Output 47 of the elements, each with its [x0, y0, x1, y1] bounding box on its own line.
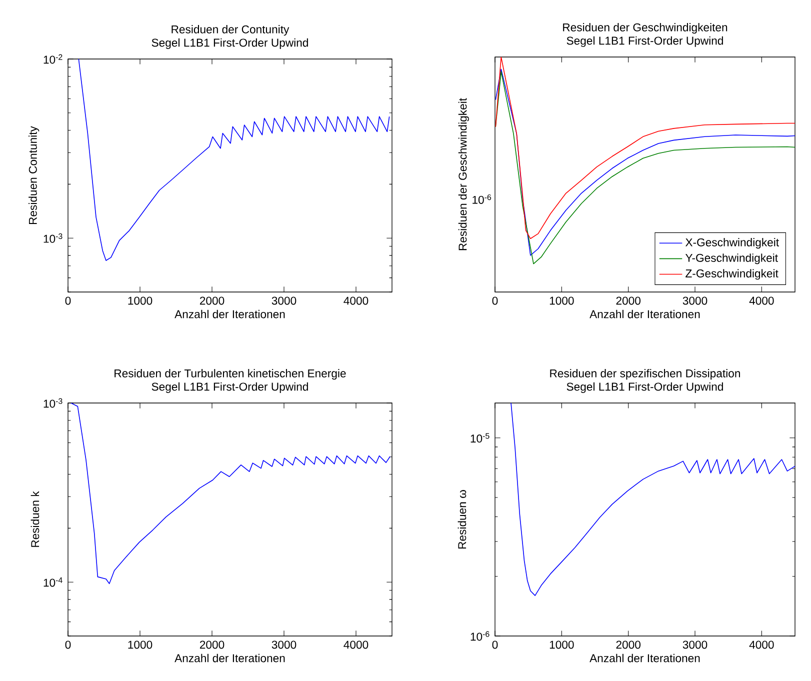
x-tick-label: 3000 [682, 640, 708, 649]
y-tick-label: 10$^{-3}$ [44, 233, 62, 243]
x-tick-label: 3000 [272, 296, 296, 305]
x-tick-label: 2000 [200, 296, 224, 305]
chart-title: Residuen der Geschwindigkeiten [563, 23, 728, 34]
x-axis-title: Anzahl der Iterationen [590, 310, 700, 318]
x-tick-label: 1000 [128, 640, 152, 649]
x-tick-label: 2000 [200, 640, 224, 649]
legend-label: X-Geschwindigkeit [685, 238, 779, 249]
x-tick-label: 1000 [128, 296, 152, 305]
y-tick-label: 10$^{-3}$ [44, 398, 62, 408]
x-axis-title: Anzahl der Iterationen [174, 310, 285, 318]
y-tick-label: 10$^{-2}$ [44, 54, 62, 64]
y-axis-title: Residuen Contunity [28, 126, 40, 224]
x-tick-label: 0 [65, 296, 71, 305]
chart-subtitle: Segel L1B1 First-Order Upwind [566, 382, 723, 393]
y-axis-title: Residuen der Geschwindigkeit [458, 98, 469, 250]
x-tick-label: 0 [65, 640, 71, 649]
x-tick-label: 4000 [749, 296, 774, 305]
chart-subtitle: Segel L1B1 First-Order Upwind [152, 382, 308, 393]
y-axis-title: Residuen ω [458, 490, 466, 549]
line-series [70, 403, 390, 584]
chart-subtitle: Segel L1B1 First-Order Upwind [566, 36, 723, 47]
x-tick-label: 2000 [616, 296, 640, 305]
x-tick-label: 4000 [749, 640, 774, 649]
y-tick-label: 10$^{-4}$ [44, 577, 62, 587]
chart-title: Residuen der Contunity [172, 25, 290, 36]
chart-title: Residuen der Turbulenten kinetischen Energie [114, 369, 346, 380]
x-tick-label: 0 [492, 296, 498, 305]
x-tick-label: 1000 [550, 640, 574, 649]
x-tick-label: 3000 [682, 296, 708, 305]
x-axis-title: Anzahl der Iterationen [174, 654, 285, 662]
chart-title: Residuen der spezifischen Dissipation [550, 369, 740, 380]
x-tick-label: 1000 [550, 296, 574, 305]
x-axis-title: Anzahl der Iterationen [590, 654, 700, 662]
y-axis-title: Residuen k [30, 491, 40, 547]
x-tick-label: 2000 [616, 640, 640, 649]
x-tick-label: 4000 [344, 640, 368, 649]
x-tick-label: 0 [492, 640, 498, 649]
x-tick-label: 4000 [344, 296, 368, 305]
x-tick-label: 3000 [272, 640, 296, 649]
chart-subtitle: Segel L1B1 First-Order Upwind [152, 38, 308, 49]
line-series [78, 58, 390, 261]
legend-label: Z-Geschwindigkeit [686, 269, 778, 280]
y-tick-label: 10$^{-5}$ [470, 433, 490, 443]
legend-label: Y-Geschwindigkeit [685, 254, 778, 264]
line-series [510, 403, 796, 596]
